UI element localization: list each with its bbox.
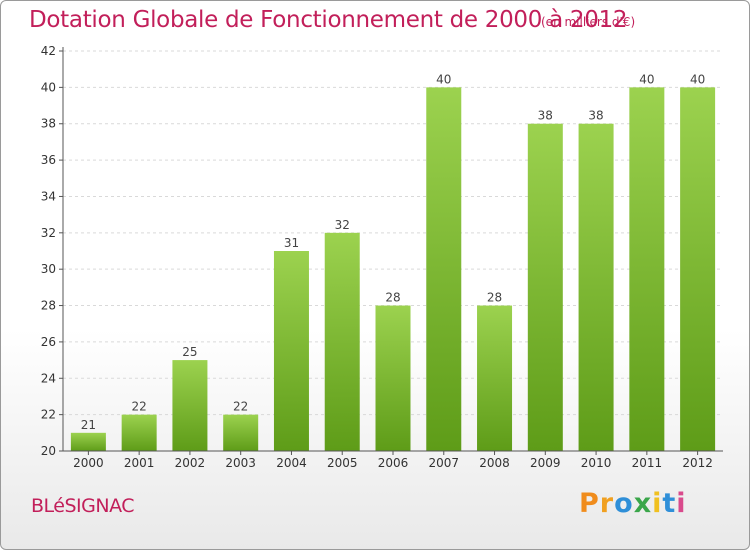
bar: [426, 87, 462, 451]
data-label: 32: [335, 218, 350, 232]
logo-letter: o: [614, 488, 634, 519]
labels: 2000 21 2001 22 2002 25 2003 22 2004 31 2005 32 2006…: [73, 72, 713, 470]
bar: [223, 414, 259, 451]
y-tick-label: 38: [41, 117, 56, 131]
bar: [680, 87, 716, 451]
logo-letter: P: [579, 488, 600, 519]
x-tick-label: 2004: [276, 456, 307, 470]
data-label: 28: [385, 291, 400, 305]
data-label: 22: [233, 400, 248, 414]
bar: [324, 232, 360, 451]
axes: 20 22 24 26 28 30 32 34 36 38 40 42: [41, 44, 723, 458]
x-tick-label: 2010: [581, 456, 612, 470]
x-tick-label: 2003: [225, 456, 256, 470]
y-tick-label: 28: [41, 299, 56, 313]
x-tick-label: 2011: [632, 456, 663, 470]
bar: [172, 360, 208, 451]
x-tick-label: 2008: [479, 456, 510, 470]
y-tick-label: 26: [41, 335, 56, 349]
data-label: 31: [284, 236, 299, 250]
bar: [273, 251, 309, 451]
bar: [121, 414, 157, 451]
x-tick-label: 2005: [327, 456, 358, 470]
logo-letter: t: [662, 488, 677, 519]
bar: [629, 87, 665, 451]
data-label: 28: [487, 291, 502, 305]
bar: [375, 305, 411, 451]
bar: [527, 123, 563, 452]
logo-letter: x: [633, 488, 653, 519]
data-label: 22: [132, 400, 147, 414]
bar: [477, 305, 513, 451]
x-tick-label: 2001: [124, 456, 155, 470]
proxiti-logo[interactable]: Proxiti: [579, 488, 709, 522]
x-tick-label: 2006: [378, 456, 409, 470]
data-label: 40: [639, 72, 654, 86]
bar: [578, 123, 614, 452]
y-tick-label: 32: [41, 226, 56, 240]
bars: [70, 87, 716, 452]
x-tick-label: 2009: [530, 456, 561, 470]
y-tick-label: 20: [41, 444, 56, 458]
x-tick-label: 2012: [682, 456, 713, 470]
data-label: 38: [538, 109, 553, 123]
bar: [70, 432, 106, 451]
logo-letter: i: [676, 488, 687, 519]
data-label: 40: [690, 72, 705, 86]
y-tick-label: 40: [41, 80, 56, 94]
y-tick-label: 30: [41, 262, 56, 276]
chart-title: Dotation Globale de Fonctionnement de 20…: [29, 7, 628, 33]
data-label: 25: [182, 345, 197, 359]
data-label: 40: [436, 72, 451, 86]
data-label: 38: [588, 109, 603, 123]
y-tick-label: 22: [41, 408, 56, 422]
chart-unit: (en milliers d'€): [541, 15, 636, 29]
commune-name: BLéSIGNAC: [31, 495, 135, 517]
logo-letter: r: [599, 488, 615, 519]
y-tick-label: 42: [41, 44, 56, 58]
y-tick-label: 34: [41, 189, 56, 203]
x-tick-label: 2000: [73, 456, 104, 470]
x-tick-label: 2007: [428, 456, 459, 470]
data-label: 21: [81, 418, 96, 432]
logo-letter: i: [652, 488, 663, 519]
x-tick-label: 2002: [175, 456, 206, 470]
y-tick-label: 24: [41, 371, 56, 385]
y-tick-label: 36: [41, 153, 56, 167]
